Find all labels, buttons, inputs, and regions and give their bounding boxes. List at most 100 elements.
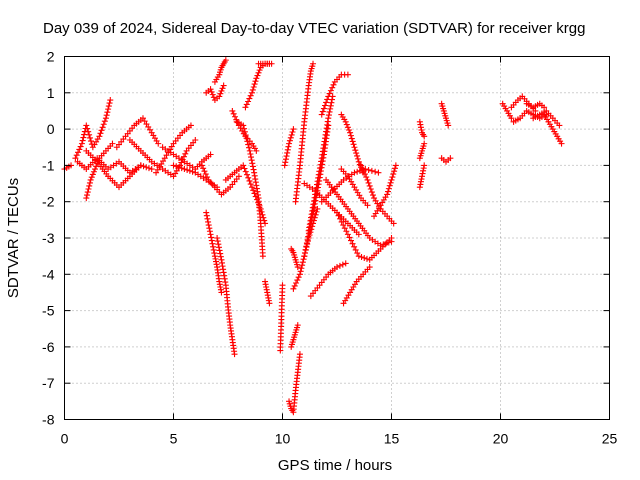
data-point <box>206 225 213 232</box>
data-point <box>338 218 345 225</box>
data-point <box>365 166 372 173</box>
series-t52 <box>541 111 565 147</box>
series-t14 <box>203 209 225 296</box>
series-t41 <box>371 162 399 220</box>
data-point <box>170 162 177 169</box>
data-point <box>99 124 106 131</box>
data-point <box>245 144 252 151</box>
series-t01 <box>61 162 75 173</box>
data-point <box>86 131 93 138</box>
chart-title: Day 039 of 2024, Sidereal Day-to-day VTE… <box>43 20 585 37</box>
data-point <box>231 351 238 358</box>
data-point <box>253 75 260 82</box>
data-point <box>145 165 152 172</box>
data-point <box>309 207 316 214</box>
series-t15 <box>214 235 238 358</box>
data-point <box>214 238 221 245</box>
data-point <box>211 250 218 257</box>
series-t21 <box>262 278 273 307</box>
data-point <box>175 164 182 171</box>
series-t31 <box>318 71 351 118</box>
data-point <box>360 168 367 175</box>
data-point <box>288 131 295 138</box>
data-point <box>215 244 222 251</box>
data-point <box>421 140 428 147</box>
data-point <box>109 140 116 147</box>
series-t25 <box>286 351 303 416</box>
data-point <box>386 182 393 189</box>
data-point <box>361 171 368 178</box>
data-point <box>281 162 288 169</box>
data-point <box>181 166 188 173</box>
data-point <box>96 133 103 140</box>
data-point <box>247 150 254 157</box>
data-point <box>247 92 254 99</box>
data-point <box>305 227 312 234</box>
data-point <box>354 152 361 159</box>
data-point <box>320 105 327 112</box>
data-point <box>105 103 112 110</box>
data-point <box>173 163 180 170</box>
data-point <box>80 134 87 141</box>
series-t22 <box>277 282 286 354</box>
data-point <box>219 85 226 92</box>
data-point <box>351 243 358 250</box>
data-point <box>391 165 398 172</box>
data-point <box>556 122 563 129</box>
data-point <box>245 141 252 148</box>
data-point <box>328 99 335 106</box>
data-point <box>230 110 237 117</box>
data-point <box>351 169 358 176</box>
data-point <box>290 285 297 292</box>
data-point <box>368 189 375 196</box>
data-point <box>200 165 207 172</box>
data-point <box>75 149 82 156</box>
data-point <box>182 150 189 157</box>
y-tick-label: -5 <box>42 303 55 319</box>
data-point <box>337 215 344 222</box>
data-point <box>255 69 262 76</box>
data-point <box>235 173 242 180</box>
series-t27 <box>292 60 317 205</box>
data-point <box>327 105 334 112</box>
data-point <box>103 112 110 119</box>
data-point <box>421 162 428 169</box>
data-point <box>83 195 90 202</box>
data-point <box>421 133 428 140</box>
data-point <box>203 209 210 216</box>
data-point <box>95 157 102 164</box>
series-t04 <box>83 140 116 202</box>
data-point <box>84 189 91 196</box>
data-point <box>354 168 361 175</box>
data-point <box>365 179 372 186</box>
data-point <box>186 167 193 174</box>
data-point <box>208 237 215 244</box>
x-tick-label: 15 <box>384 431 400 447</box>
data-point <box>83 122 90 129</box>
data-point <box>209 91 216 98</box>
data-point <box>249 160 256 167</box>
data-point <box>327 87 334 94</box>
series-t20 <box>255 60 275 67</box>
series-t42 <box>416 162 428 191</box>
data-points <box>61 57 565 416</box>
data-point <box>242 168 249 175</box>
data-point <box>316 165 323 172</box>
data-point <box>311 198 318 205</box>
data-point <box>244 138 251 145</box>
data-point <box>311 194 318 201</box>
x-tick-label: 20 <box>493 431 509 447</box>
data-point <box>243 135 250 142</box>
data-point <box>220 82 227 89</box>
data-point <box>349 138 356 145</box>
data-point <box>250 83 257 90</box>
data-point <box>343 121 350 128</box>
data-point <box>294 277 301 284</box>
data-point <box>256 67 263 74</box>
data-point <box>363 174 370 181</box>
x-tick-label: 0 <box>61 431 69 447</box>
series-t02 <box>72 97 114 162</box>
data-point <box>325 112 332 119</box>
data-point <box>209 240 216 247</box>
